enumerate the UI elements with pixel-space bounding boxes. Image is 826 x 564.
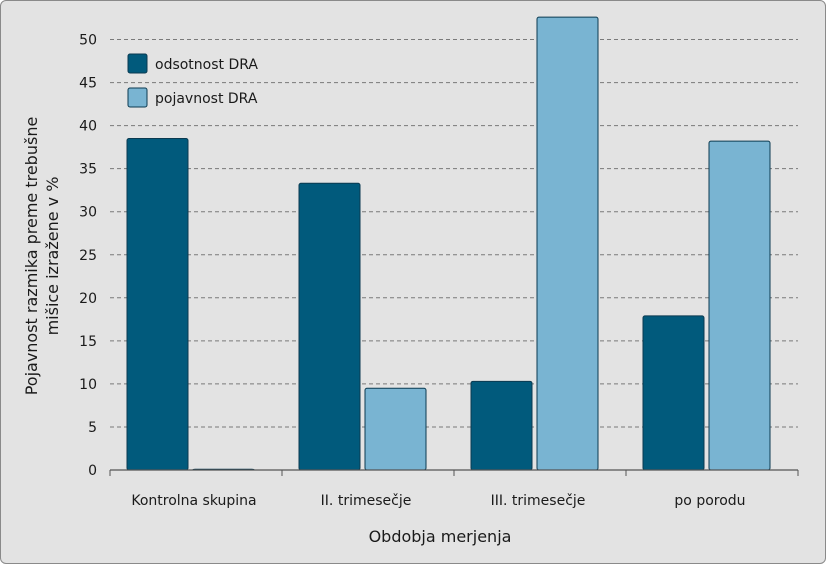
bar-odsotnost-3 bbox=[470, 380, 533, 471]
bar-odsotnost-1 bbox=[126, 138, 189, 471]
x-axis-title: Obdobja merjenja bbox=[369, 527, 512, 546]
legend-swatch-odsotnost bbox=[127, 53, 148, 74]
category-label: III. trimesečje bbox=[491, 493, 586, 509]
category-labels: Kontrolna skupina II. trimesečje III. trim… bbox=[131, 493, 745, 509]
legend-label-odsotnost: odsotnost DRA bbox=[155, 57, 258, 73]
gridlines bbox=[110, 39, 798, 428]
y-tick-label: 30 bbox=[79, 205, 97, 221]
legend-swatch-pojavnost bbox=[127, 87, 148, 108]
bar-pojavnost-2 bbox=[364, 387, 427, 471]
bar-odsotnost-4 bbox=[642, 315, 705, 471]
y-tick-label: 50 bbox=[79, 33, 97, 49]
bar-odsotnost-2 bbox=[298, 182, 361, 471]
y-tick-label: 10 bbox=[79, 377, 97, 393]
bar-pojavnost-3 bbox=[536, 16, 599, 471]
y-tick-label: 5 bbox=[88, 420, 97, 436]
legend-label-pojavnost: pojavnost DRA bbox=[155, 91, 258, 107]
y-axis-title-line-2: mišice izražene v % bbox=[43, 177, 62, 336]
y-axis-title: Pojavnost razmika preme trebušne mišice … bbox=[22, 117, 62, 396]
y-tick-label: 0 bbox=[88, 463, 97, 479]
y-tick-label: 20 bbox=[79, 291, 97, 307]
y-tick-label: 25 bbox=[79, 248, 97, 264]
category-label: II. trimesečje bbox=[321, 493, 412, 509]
y-axis-title-line-1: Pojavnost razmika preme trebušne bbox=[22, 117, 41, 396]
y-axis-ticks: 0 5 10 15 20 25 30 35 40 45 50 bbox=[79, 33, 97, 479]
bars bbox=[126, 16, 771, 471]
y-tick-label: 40 bbox=[79, 119, 97, 135]
category-label: Kontrolna skupina bbox=[131, 493, 256, 509]
y-tick-label: 45 bbox=[79, 76, 97, 92]
legend: odsotnost DRA pojavnost DRA bbox=[127, 53, 258, 108]
x-axis-ticks bbox=[109, 470, 799, 476]
y-tick-label: 15 bbox=[79, 334, 97, 350]
bar-pojavnost-4 bbox=[708, 140, 771, 471]
category-label: po porodu bbox=[674, 493, 745, 509]
y-tick-label: 35 bbox=[79, 162, 97, 178]
